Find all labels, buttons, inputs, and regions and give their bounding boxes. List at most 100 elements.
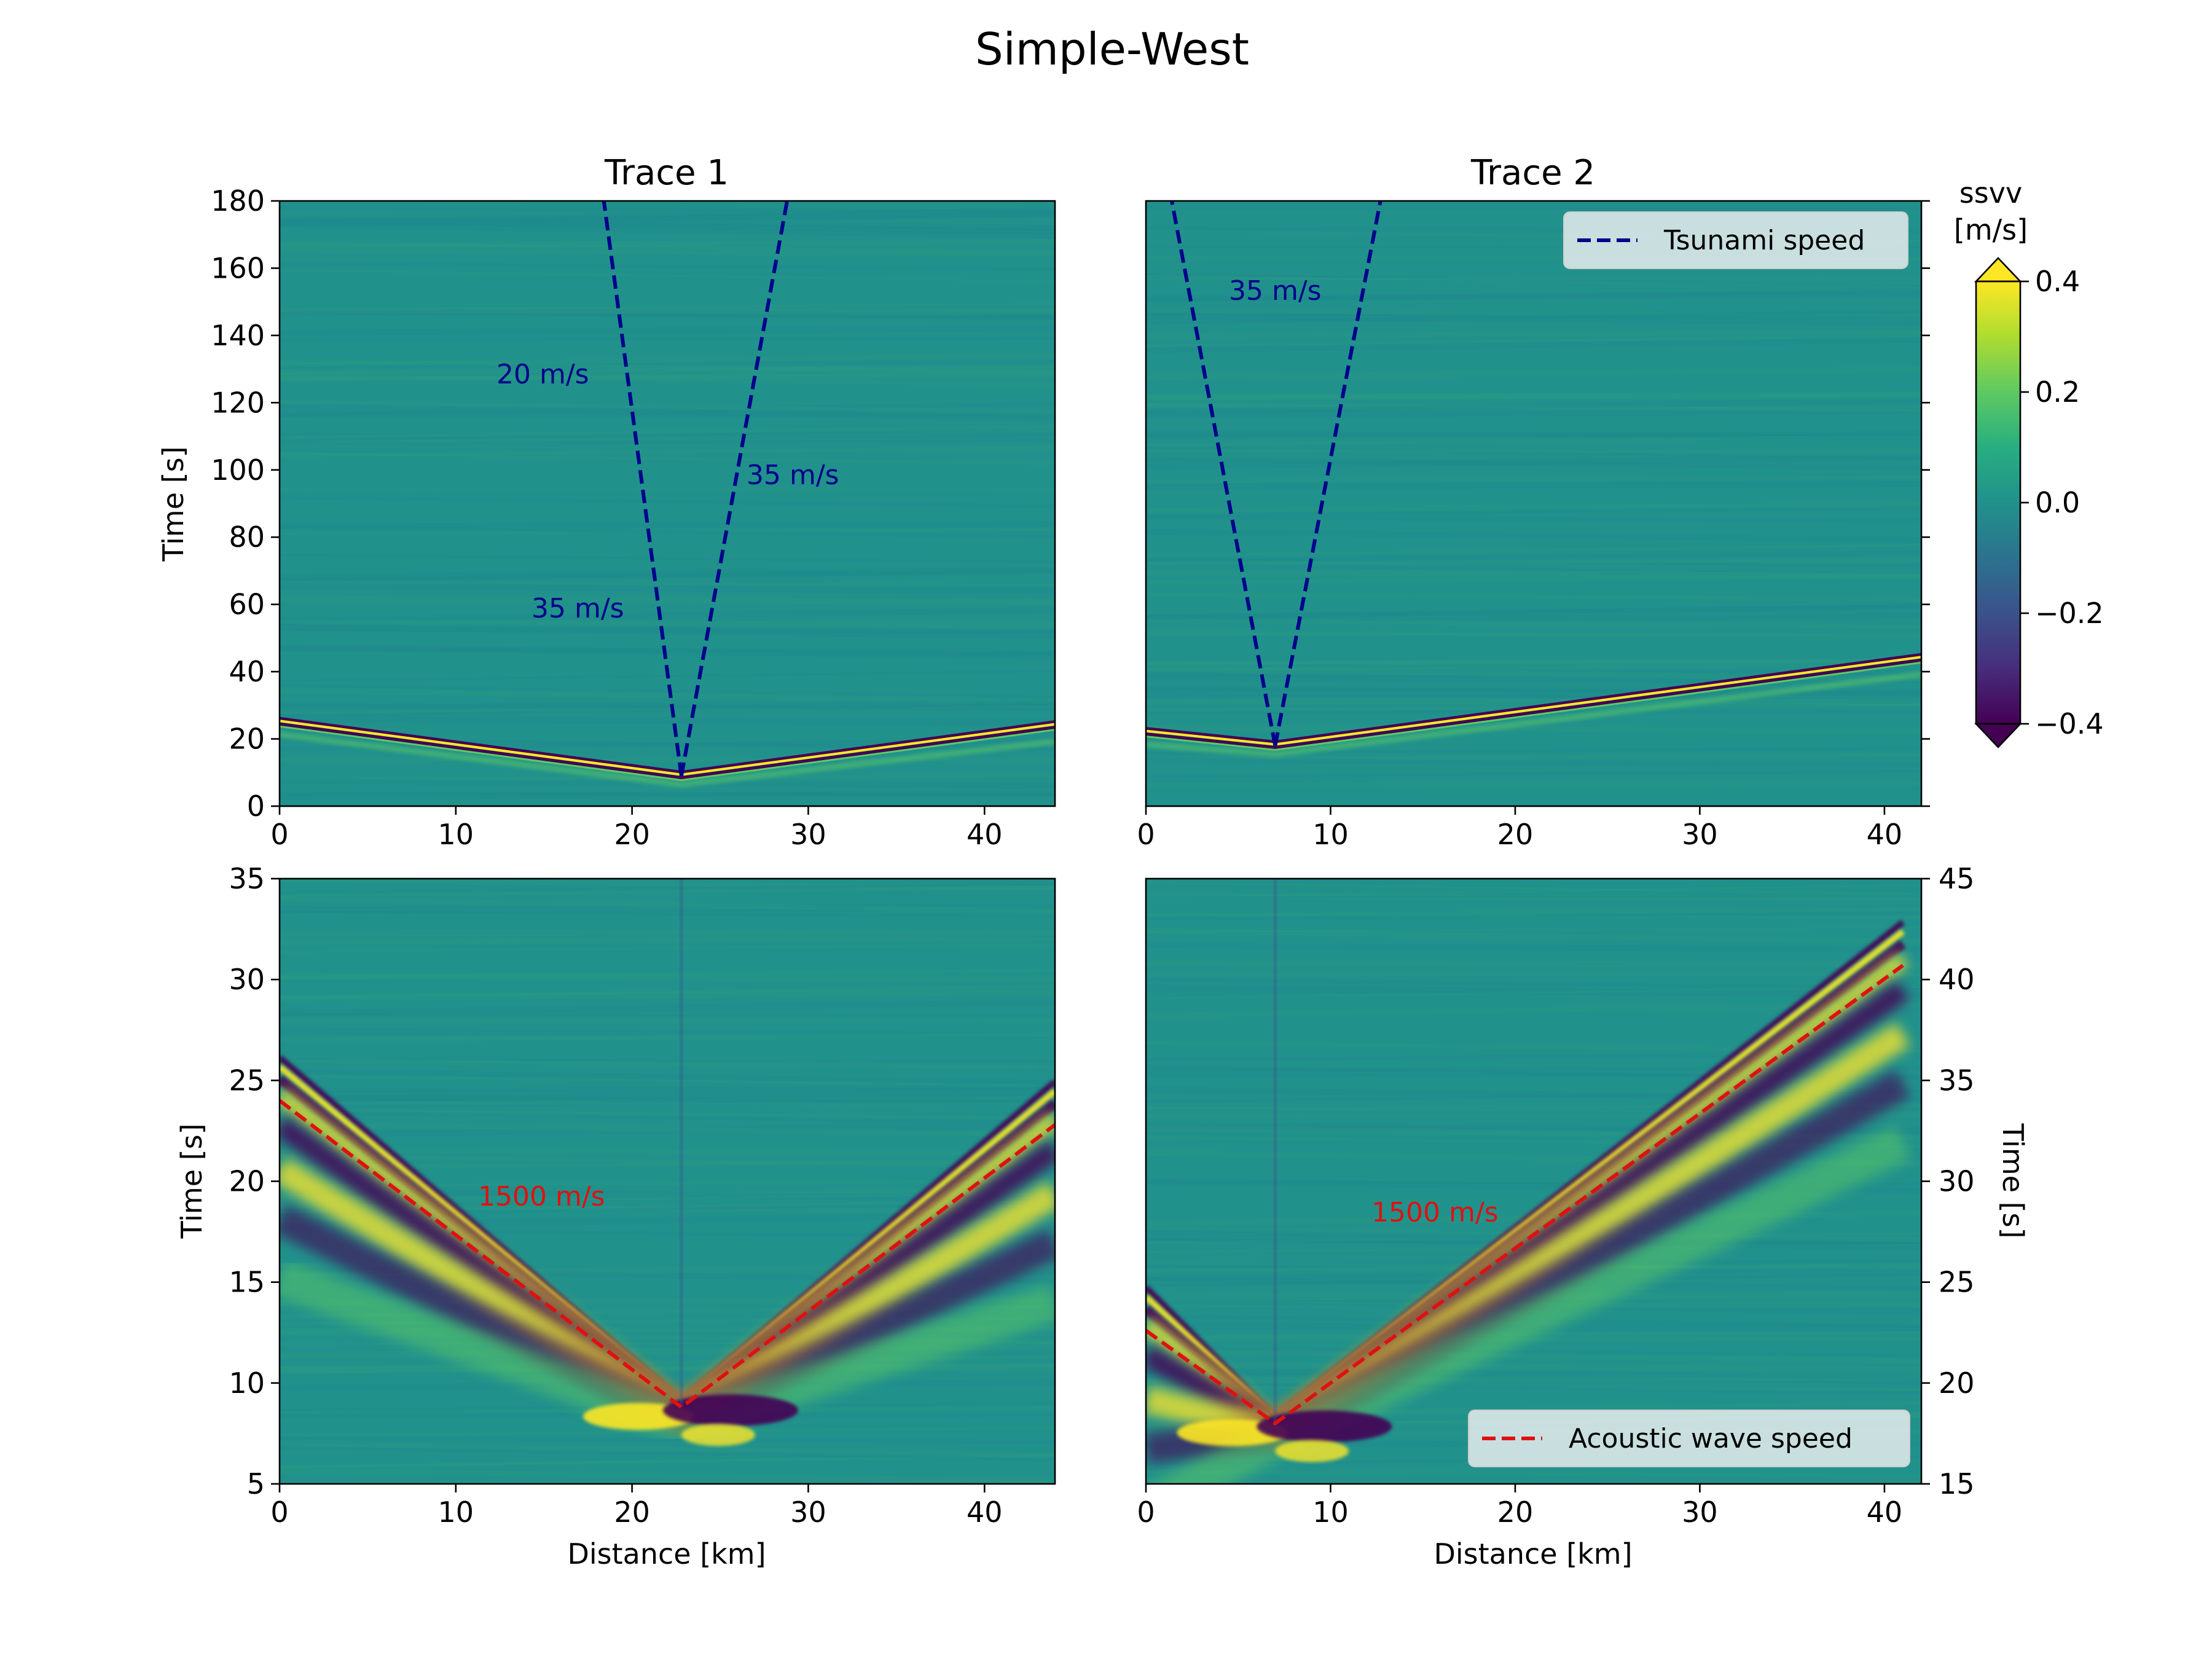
colorbar-label-line1: ssvv <box>1959 176 2022 210</box>
noise-streak <box>1146 543 1921 557</box>
noise-streak <box>280 525 1055 539</box>
background-texture <box>280 205 1055 800</box>
noise-streak <box>1146 431 1921 439</box>
noise-streak <box>1146 1469 1921 1478</box>
noise-streak <box>1146 893 1921 902</box>
noise-streak <box>280 1366 1055 1372</box>
noise-streak <box>280 222 1055 239</box>
noise-streak <box>1146 289 1921 303</box>
noise-streak <box>280 908 1055 914</box>
y-tick-label: 35 <box>229 862 265 895</box>
noise-streak <box>280 205 1055 214</box>
noise-streak <box>1146 563 1921 575</box>
noise-streak <box>280 216 1055 232</box>
arrival-coda <box>1146 671 1921 758</box>
y-tick-label: 160 <box>211 251 265 284</box>
noise-streak <box>1146 398 1921 415</box>
noise-streak <box>280 705 1055 715</box>
noise-streak <box>1146 633 1921 637</box>
y-tick-label: 30 <box>229 963 265 996</box>
noise-streak <box>1146 337 1921 353</box>
x-tick-label: 30 <box>1682 818 1718 851</box>
noise-streak <box>1146 558 1921 566</box>
noise-streak <box>1146 984 1921 998</box>
noise-streak <box>280 567 1055 581</box>
legend-label: Acoustic wave speed <box>1569 1423 1853 1454</box>
noise-streak <box>280 1363 1055 1374</box>
x-tick-label: 0 <box>270 1496 288 1529</box>
noise-streak <box>1146 1385 1921 1392</box>
noise-streak <box>280 409 1055 418</box>
panel-title: Trace 1 <box>604 153 729 193</box>
legend: Tsunami speed <box>1563 211 1908 269</box>
noise-streak <box>1146 454 1921 470</box>
noise-streak <box>280 306 1055 320</box>
noise-streak <box>1146 506 1921 518</box>
plot-area <box>280 201 1055 806</box>
noise-streak <box>280 885 1055 898</box>
speed-lines <box>602 201 789 777</box>
noise-streak <box>1146 691 1921 703</box>
noise-streak <box>280 904 1055 909</box>
noise-streak <box>280 629 1055 634</box>
y-tick-label: 60 <box>229 588 265 621</box>
colorbar-tick-label: 0.4 <box>2035 265 2080 298</box>
noise-streak <box>1146 570 1921 579</box>
panel-zoom-2: 0 10 20 30 40 15 20 25 30 35 40 45 Time [s] Distan… <box>1137 862 2030 1571</box>
noise-streak <box>280 1087 1055 1094</box>
noise-streak <box>280 336 1055 342</box>
noise-streak <box>280 595 1055 605</box>
legend-box <box>1563 211 1908 269</box>
y-tick-label: 20 <box>229 1165 265 1198</box>
noise-streak <box>280 943 1055 954</box>
colorbar-tick-label: −0.2 <box>2035 597 2104 630</box>
noise-streak <box>1146 1371 1921 1385</box>
x-ticks: 0 10 20 30 40 <box>270 806 1003 851</box>
y-tick-label: 15 <box>229 1266 265 1299</box>
noise-streak <box>280 700 1055 710</box>
noise-streak <box>1146 515 1921 524</box>
noise-streak <box>1146 403 1921 412</box>
y-tick-label: 120 <box>211 386 265 419</box>
panel-zoom-1: 0 10 20 30 40 5 10 15 20 25 30 35 Time [s] Distanc… <box>175 862 1056 1571</box>
noise-streak <box>280 973 1055 982</box>
noise-streak <box>280 452 1055 466</box>
speed-lines <box>280 1099 1055 1410</box>
noise-streak <box>280 930 1055 938</box>
noise-streak <box>1146 1347 1921 1364</box>
x-axis-label: Distance [km] <box>1433 1537 1632 1571</box>
speed-line <box>1170 201 1277 747</box>
noise-streak <box>1146 558 1921 568</box>
noise-streak <box>1146 313 1921 326</box>
noise-streak <box>280 1058 1055 1063</box>
noise-streak <box>280 1094 1055 1106</box>
noise-streak <box>280 607 1055 624</box>
noise-streak <box>280 791 1055 800</box>
y-tick-label: 80 <box>229 520 265 554</box>
noise-streak <box>1146 334 1921 348</box>
noise-streak <box>1146 881 1921 896</box>
colorbar-ticks: 0.4 0.2 0.0 −0.2 −0.4 <box>2020 265 2104 740</box>
colorbar-extend-top <box>1974 257 2023 283</box>
noise-streak <box>280 487 1055 492</box>
arrival-front <box>1146 661 1921 751</box>
source-blob <box>681 1424 755 1446</box>
colorbar-gradient <box>1975 280 2022 725</box>
x-tick-label: 10 <box>1312 1496 1349 1529</box>
noise-streak <box>280 400 1055 414</box>
x-ticks: 0 10 20 30 40 <box>1137 1484 1902 1529</box>
noise-streak <box>1146 659 1921 666</box>
noise-streak <box>280 1110 1055 1125</box>
y-tick-label: 140 <box>211 319 265 352</box>
noise-streak <box>1146 659 1921 665</box>
noise-streak <box>280 430 1055 445</box>
noise-streak <box>280 1148 1055 1156</box>
noise-streak <box>1146 366 1921 380</box>
noise-streak <box>1146 1381 1921 1395</box>
plot-area <box>1146 879 1921 1484</box>
noise-streak <box>280 373 1055 382</box>
noise-streak <box>1146 308 1921 318</box>
noise-streak <box>280 684 1055 699</box>
noise-streak <box>280 353 1055 367</box>
noise-streak <box>280 581 1055 587</box>
